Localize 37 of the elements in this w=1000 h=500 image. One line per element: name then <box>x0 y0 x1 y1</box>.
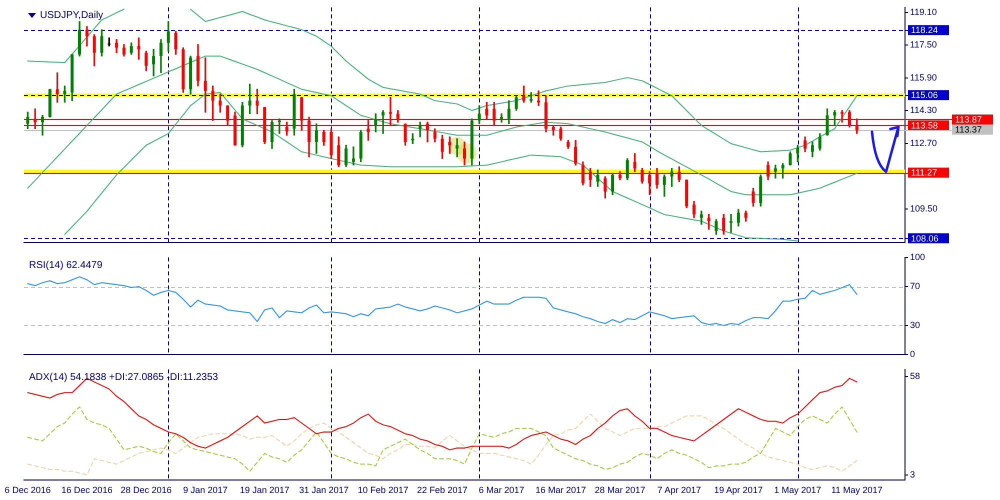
x-tick-label: 1 May 2017 <box>774 485 822 496</box>
x-tick-label: 10 Feb 2017 <box>358 485 408 496</box>
ref-line-label: 115.06 <box>911 90 938 100</box>
y-tick-label: 100 <box>910 252 926 262</box>
x-tick-label: 28 Dec 2016 <box>120 485 172 496</box>
ref-line-label: 111.27 <box>911 168 938 178</box>
y-tick-label: 109.50 <box>910 203 938 214</box>
x-tick-label: 9 Jan 2017 <box>183 485 228 496</box>
x-tick-label: 6 Dec 2016 <box>4 485 51 496</box>
chart-title: RSI(14) 62.4479 <box>29 260 103 272</box>
x-tick-label: 16 Mar 2017 <box>535 485 586 496</box>
y-tick-label: 0 <box>910 349 916 360</box>
ref-line-label: 113.37 <box>955 124 982 135</box>
y-tick-label: 30 <box>910 320 920 330</box>
y-tick-label: 114.30 <box>910 105 937 116</box>
x-tick-label: 28 Mar 2017 <box>594 485 646 496</box>
ref-line-label: 113.87 <box>955 114 982 124</box>
x-tick-label: 6 Mar 2017 <box>478 485 524 496</box>
y-tick-label: 58 <box>910 371 920 382</box>
y-tick-label: 115.90 <box>910 72 937 82</box>
x-tick-label: 31 Jan 2017 <box>299 485 349 496</box>
y-tick-label: 117.50 <box>910 40 937 50</box>
x-tick-label: 22 Feb 2017 <box>417 485 468 496</box>
chart-title: ADX(14) 54.1838 +DI:27.0865 -DI:11.2353 <box>29 372 219 384</box>
y-tick-label: 112.70 <box>910 138 937 148</box>
ref-line-label: 113.58 <box>911 120 938 130</box>
x-tick-label: 19 Jan 2017 <box>240 485 290 496</box>
x-tick-label: 7 Apr 2017 <box>657 485 701 496</box>
chart-title: USDJPY,Daily <box>40 10 104 22</box>
ref-line-label: 108.06 <box>911 233 939 244</box>
y-tick-label: 119.10 <box>910 6 937 17</box>
y-tick-label: 70 <box>910 281 920 292</box>
x-tick-label: 11 May 2017 <box>831 485 883 496</box>
x-tick-label: 16 Dec 2016 <box>61 485 112 496</box>
y-tick-label: 3 <box>910 469 916 480</box>
x-tick-label: 19 Apr 2017 <box>714 485 763 496</box>
ref-line-label: 118.24 <box>911 25 938 36</box>
